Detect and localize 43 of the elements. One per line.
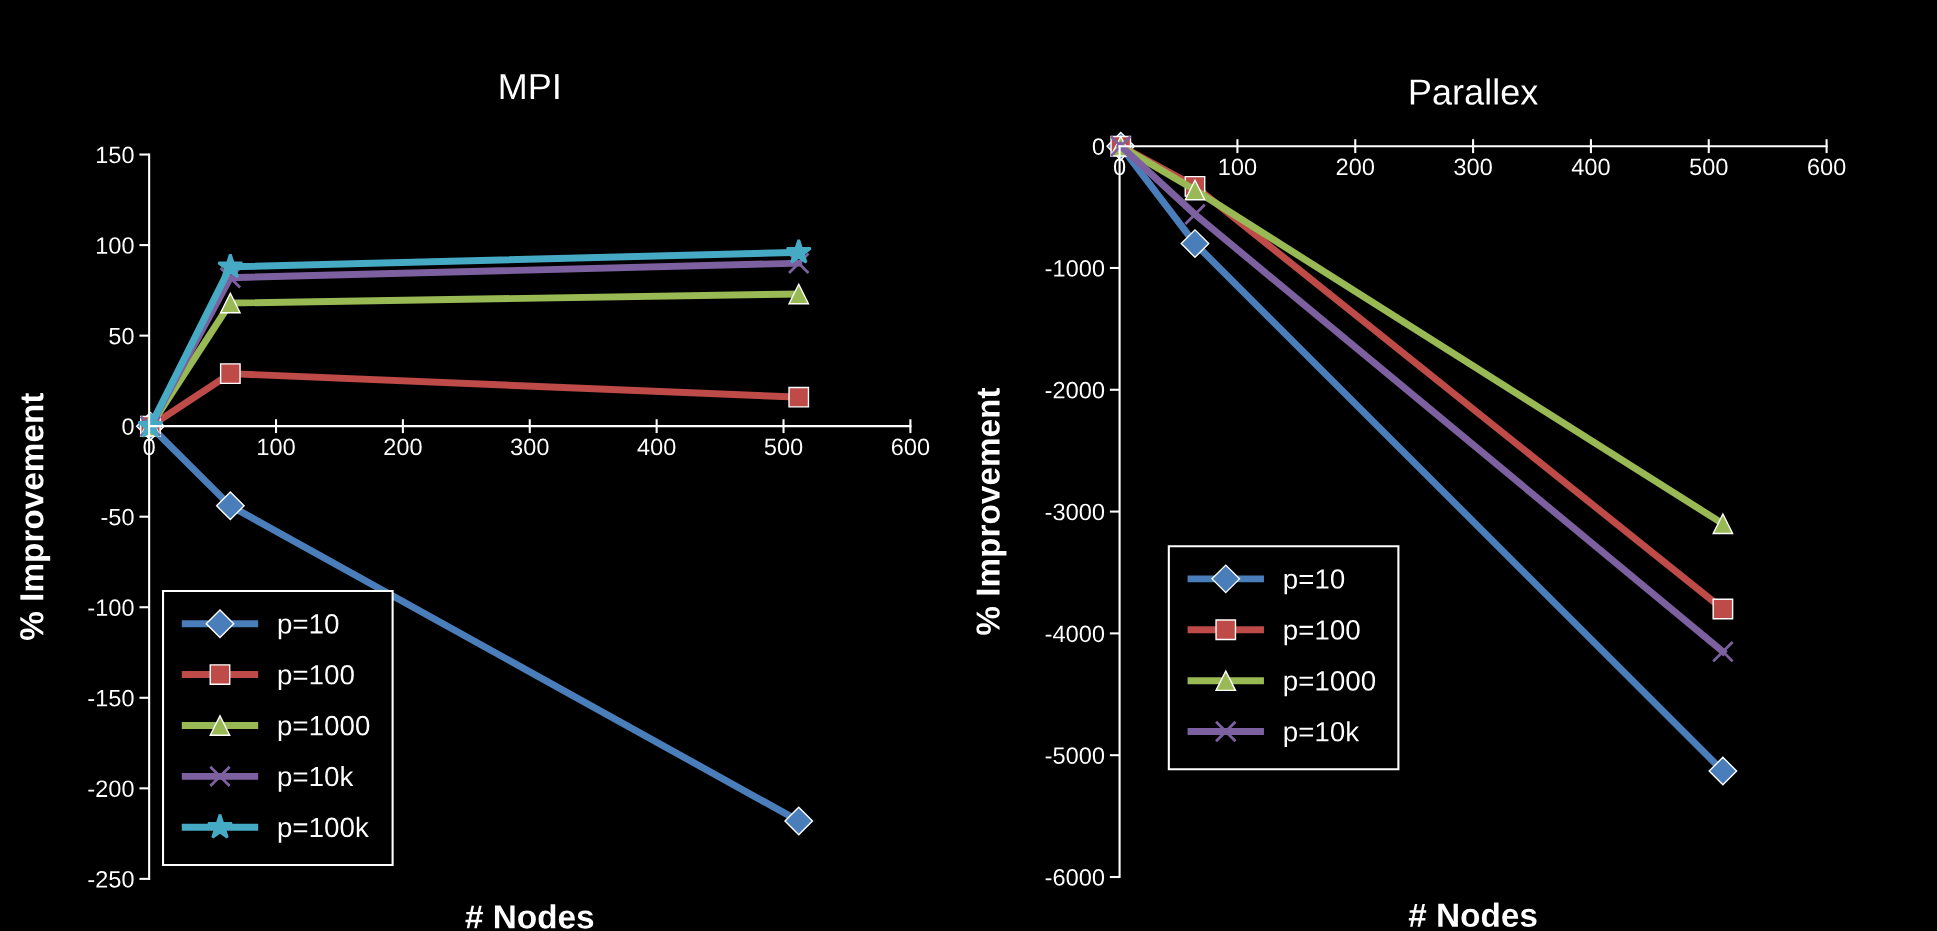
x-tick-label: 300 [1454, 158, 1492, 176]
x-tick-label: 500 [764, 438, 803, 456]
y-tick-label: 0 [122, 418, 134, 435]
y-tick-label: -4000 [1045, 625, 1105, 643]
y-tick-label: -100 [88, 599, 134, 617]
y-tick-label: -150 [88, 689, 134, 707]
legend-label: p=10 [278, 614, 339, 640]
y-tick-label: -2000 [1045, 381, 1105, 399]
x-tick-label: 500 [1690, 158, 1728, 176]
legend-label: p=10k [1284, 721, 1360, 748]
y-axis-title: % Improvement [976, 387, 1007, 635]
y-tick-label: 0 [1092, 138, 1105, 155]
x-tick-label: 100 [1219, 158, 1257, 176]
x-tick-label: 300 [510, 438, 549, 456]
legend-label: p=100 [1284, 620, 1360, 646]
x-tick-label: 400 [1571, 158, 1610, 176]
y-tick-label: 50 [109, 327, 134, 345]
x-axis-title: # Nodes [465, 904, 594, 929]
y-axis-title: % Improvement [20, 393, 51, 640]
x-axis-title: # Nodes [1408, 902, 1537, 928]
legend-label: p=10 [1284, 569, 1345, 595]
x-tick-label: 200 [1336, 158, 1375, 176]
y-tick-label: -5000 [1045, 747, 1105, 764]
y-tick-label: -50 [101, 508, 134, 526]
y-tick-label: -200 [88, 780, 134, 798]
y-tick-label: -250 [88, 870, 134, 888]
legend-label: p=1000 [1284, 670, 1376, 697]
x-tick-label: 100 [258, 438, 295, 456]
x-tick-label: 600 [891, 438, 930, 456]
legend-label: p=1000 [278, 715, 370, 741]
x-tick-label: 400 [637, 438, 676, 456]
y-tick-label: 150 [96, 146, 134, 164]
y-tick-label: -3000 [1045, 503, 1105, 521]
chart-title: Parallex [1410, 78, 1538, 105]
y-tick-label: -1000 [1045, 260, 1105, 277]
legend-label: p=100k [278, 816, 369, 843]
chart-title: MPI [500, 74, 559, 99]
y-tick-label: 100 [96, 237, 134, 254]
legend-label: p=100 [278, 664, 354, 691]
x-tick-label: 600 [1808, 158, 1846, 176]
x-tick-label: 200 [384, 438, 422, 456]
legend-label: p=10k [278, 765, 354, 792]
y-tick-label: -6000 [1045, 869, 1105, 886]
